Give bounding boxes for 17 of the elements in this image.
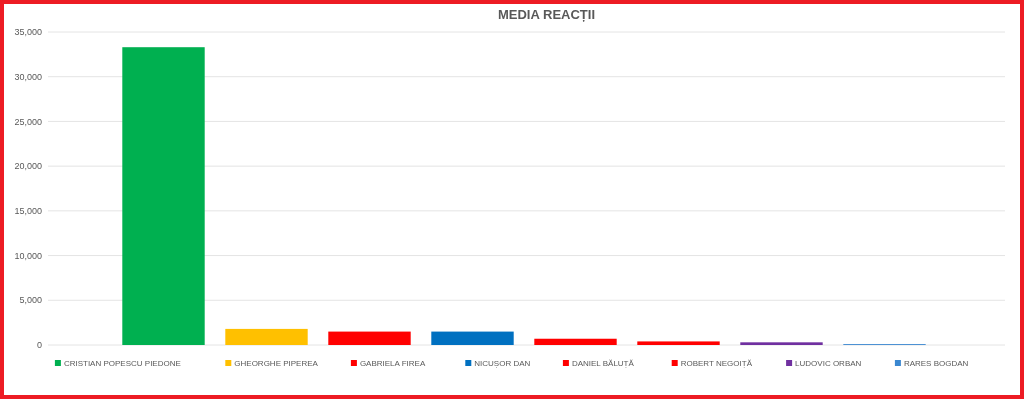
y-tick-label: 15,000 <box>14 206 42 217</box>
y-tick-label: 30,000 <box>14 71 42 82</box>
legend-label: CRISTIAN POPESCU PIEDONE <box>63 359 181 369</box>
legend-label: RARES BOGDAN <box>903 359 969 369</box>
legend-label: ROBERT NEGOIȚĂ <box>680 359 753 369</box>
y-tick-label: 25,000 <box>14 116 42 127</box>
y-tick-label: 35,000 <box>14 27 42 38</box>
chart-title: MEDIA REACȚII <box>497 7 596 22</box>
legend-label: DANIEL BĂLUȚĂ <box>571 359 635 369</box>
y-tick-label: 5,000 <box>19 295 42 306</box>
y-tick-label: 10,000 <box>14 250 42 261</box>
legend-label: GHEORGHE PIPEREA <box>234 359 319 369</box>
legend-label: NICUȘOR DAN <box>474 359 531 369</box>
y-tick-label: 20,000 <box>14 161 42 172</box>
legend-label: GABRIELA FIREA <box>359 359 426 369</box>
y-tick-label: 0 <box>36 340 42 351</box>
legend-label: LUDOVIC ORBAN <box>795 359 862 369</box>
